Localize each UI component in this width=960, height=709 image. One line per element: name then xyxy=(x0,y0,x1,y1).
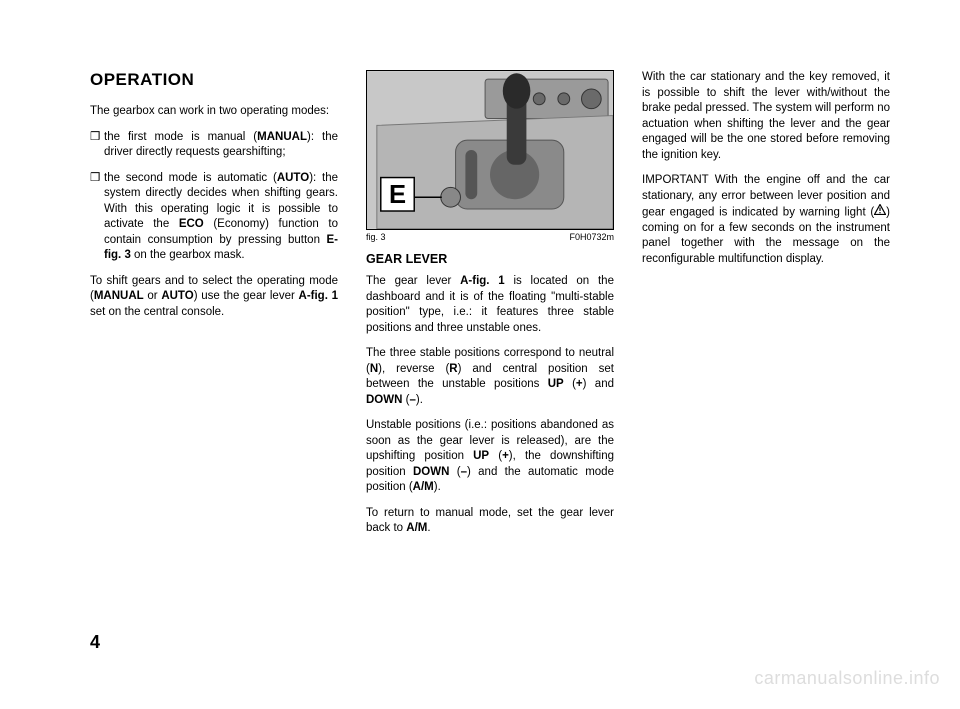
figure-code: F0H0732m xyxy=(569,232,614,242)
bullet-marker: ❒ xyxy=(90,171,104,264)
figure-caption: fig. 3 F0H0732m xyxy=(366,232,614,242)
shift-text: To shift gears and to select the operati… xyxy=(90,274,338,321)
text: on the gearbox mask. xyxy=(131,249,245,261)
bold-text: A-fig. 1 xyxy=(299,290,338,302)
figure-3: E xyxy=(366,70,614,230)
bold-text: A/M xyxy=(406,522,427,534)
gear-lever-p2: The three stable positions correspond to… xyxy=(366,346,614,408)
bold-text: UP xyxy=(473,450,489,462)
bold-text: + xyxy=(502,450,509,462)
text: . xyxy=(427,522,430,534)
page-number: 4 xyxy=(90,632,100,653)
text: ( xyxy=(489,450,502,462)
text: To return to manual mode, set the gear l… xyxy=(366,507,614,535)
gear-lever-p3: Unstable positions (i.e.: positions aban… xyxy=(366,418,614,496)
text: ) use the gear lever xyxy=(194,290,299,302)
page: OPERATION The gearbox can work in two op… xyxy=(0,0,960,709)
bold-text: DOWN xyxy=(413,466,449,478)
text: ( xyxy=(449,466,460,478)
bold-text: UP xyxy=(548,378,564,390)
gear-lever-p1: The gear lever A-fig. 1 is located on th… xyxy=(366,274,614,336)
text: IMPORTANT With the engine off and the ca… xyxy=(642,174,890,218)
gear-lever-image: E xyxy=(367,71,613,229)
bullet-marker: ❒ xyxy=(90,130,104,161)
text: ). xyxy=(434,481,441,493)
text: or xyxy=(144,290,162,302)
heading-gear-lever: GEAR LEVER xyxy=(366,252,614,266)
bold-text: AUTO xyxy=(161,290,193,302)
column-1: OPERATION The gearbox can work in two op… xyxy=(90,70,338,547)
bullet-text: the second mode is automatic (AUTO): the… xyxy=(104,171,338,264)
important-text: IMPORTANT With the engine off and the ca… xyxy=(642,173,890,267)
bold-text: + xyxy=(576,378,583,390)
bold-text: N xyxy=(370,363,378,375)
bold-text: A/M xyxy=(413,481,434,493)
bold-text: AUTO xyxy=(277,172,309,184)
text: the first mode is manual ( xyxy=(104,131,257,143)
bold-text: MANUAL xyxy=(94,290,144,302)
bullet-text: the first mode is manual (MANUAL): the d… xyxy=(104,130,338,161)
bold-text: DOWN xyxy=(366,394,402,406)
text: ( xyxy=(564,378,576,390)
column-3: With the car stationary and the key remo… xyxy=(642,70,890,547)
bold-text: A-fig. 1 xyxy=(460,275,505,287)
warning-triangle-icon xyxy=(874,204,886,221)
intro-text: The gearbox can work in two operating mo… xyxy=(90,104,338,120)
watermark: carmanualsonline.info xyxy=(754,668,940,689)
text: The gear lever xyxy=(366,275,460,287)
text: ) and xyxy=(583,378,614,390)
text: set on the central console. xyxy=(90,306,224,318)
text: ). xyxy=(416,394,423,406)
bold-text: ECO xyxy=(179,218,204,230)
columns: OPERATION The gearbox can work in two op… xyxy=(90,70,890,547)
bullet-2: ❒ the second mode is automatic (AUTO): t… xyxy=(90,171,338,264)
gear-lever-p4: To return to manual mode, set the gear l… xyxy=(366,506,614,537)
bold-text: R xyxy=(449,363,457,375)
stationary-text: With the car stationary and the key remo… xyxy=(642,70,890,163)
text: ), reverse ( xyxy=(378,363,449,375)
text: the second mode is automatic ( xyxy=(104,172,277,184)
bullet-1: ❒ the first mode is manual (MANUAL): the… xyxy=(90,130,338,161)
column-2: E fig. 3 F0H0732m GEAR LEVER The gear le… xyxy=(366,70,614,547)
svg-text:E: E xyxy=(389,181,406,209)
figure-label: fig. 3 xyxy=(366,232,386,242)
bold-text: MANUAL xyxy=(257,131,307,143)
heading-operation: OPERATION xyxy=(90,70,338,90)
